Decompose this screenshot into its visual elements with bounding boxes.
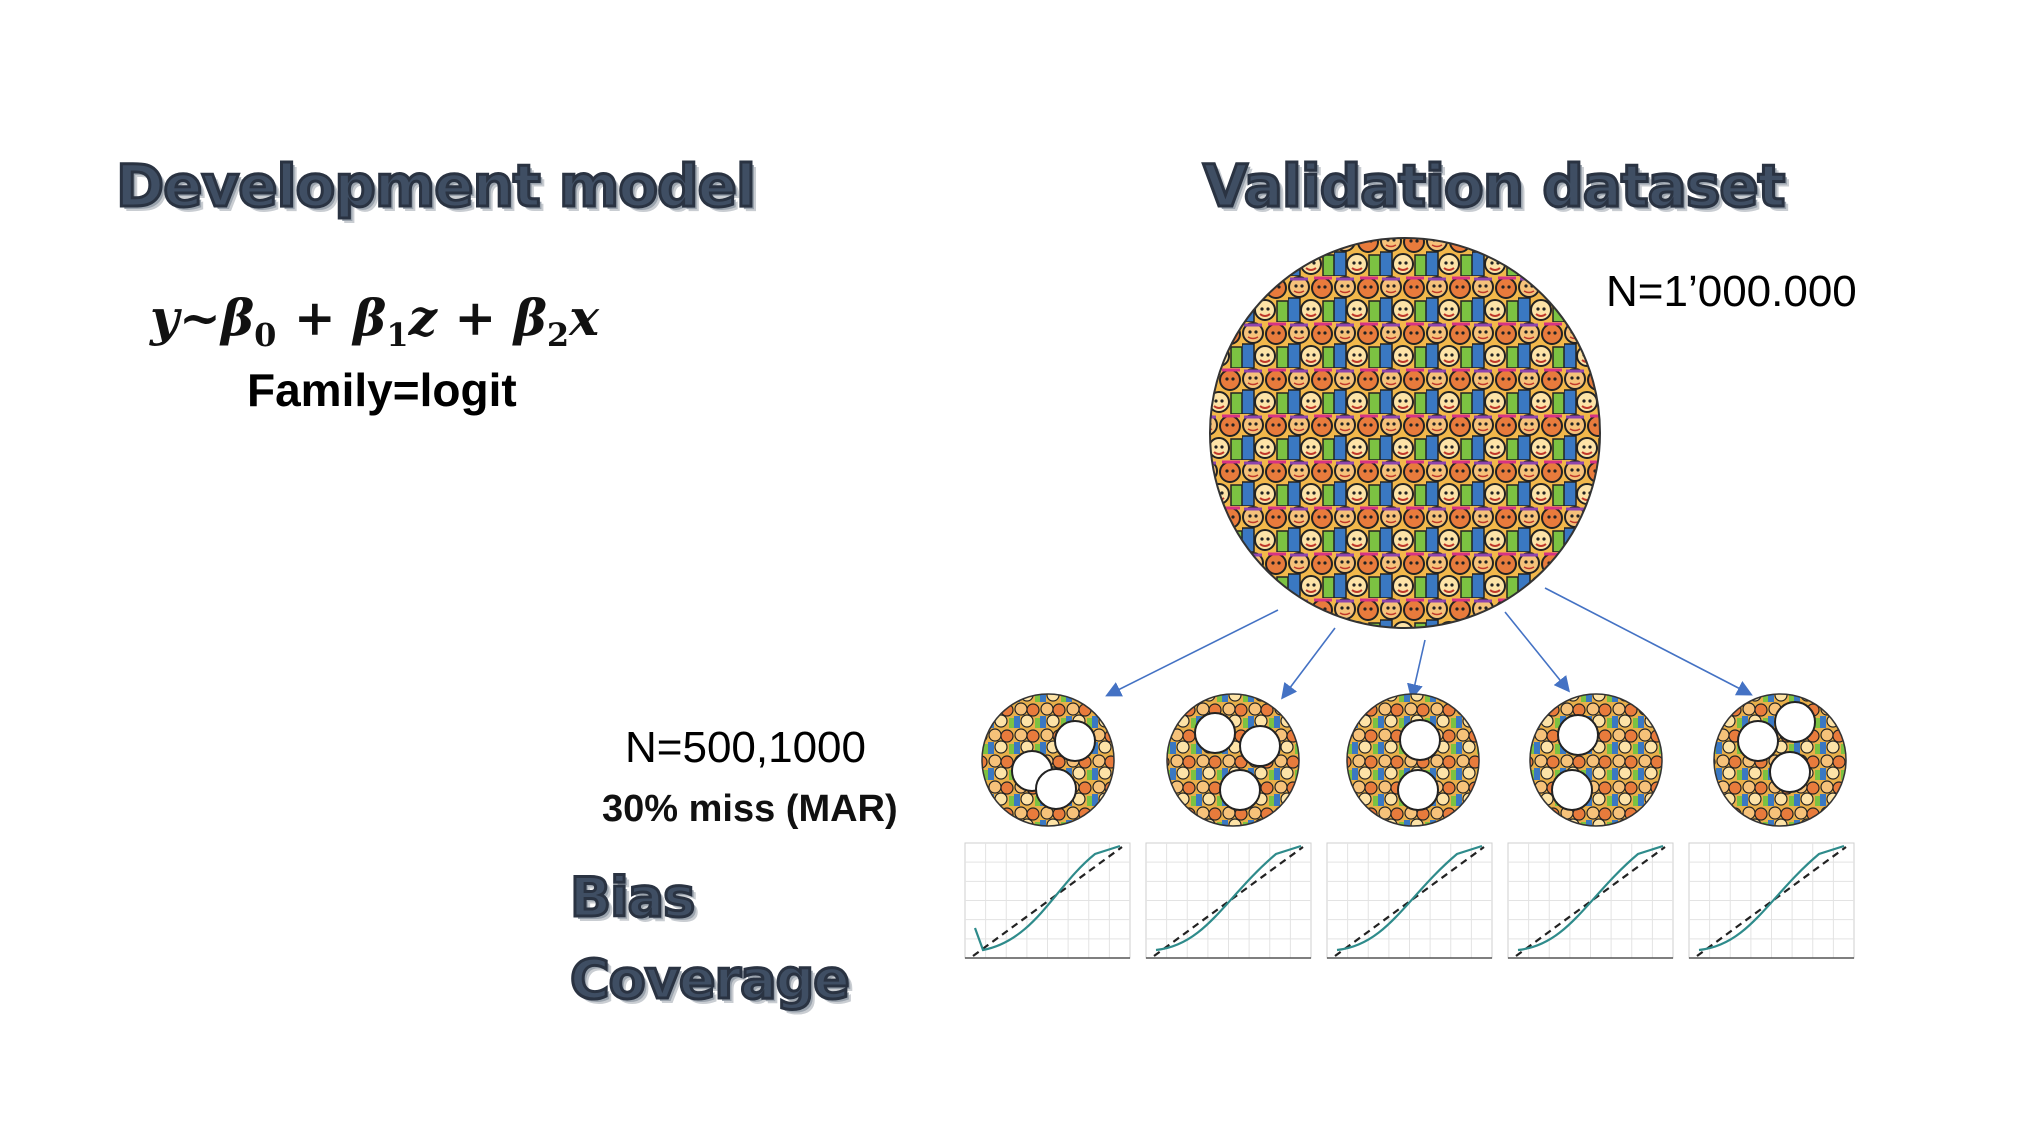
validation-dataset-title: Validation dataset: [1201, 151, 1786, 222]
coverage-label: Coverage: [569, 947, 852, 1013]
missing-data-hole: [1054, 720, 1096, 762]
population-crowd-image: [1209, 237, 1601, 629]
reference-line: [1334, 846, 1485, 957]
model-formula: y~β0 + β1z + β2x: [150, 288, 599, 354]
calibration-plots: [964, 842, 1855, 959]
missing-data-hole: [1219, 769, 1261, 811]
missing-data-hole: [1239, 725, 1281, 767]
sample-circle: [1166, 693, 1300, 827]
sample-circle: [1346, 693, 1480, 827]
reference-line: [1515, 846, 1666, 957]
calibration-plot: [964, 842, 1131, 959]
sample-circle: [981, 693, 1115, 827]
calibration-plot: [1145, 842, 1312, 959]
crowd-circle-image: [1346, 693, 1480, 827]
missing-data-hole: [1399, 719, 1441, 761]
reference-line: [1696, 846, 1847, 957]
calibration-curve: [1517, 844, 1664, 952]
missing-data-hole: [1557, 714, 1599, 756]
calibration-plot: [1326, 842, 1493, 959]
calibration-plot: [1507, 842, 1674, 959]
missing-data-hole: [1035, 768, 1077, 810]
missingness-label: 30% miss (MAR): [602, 788, 898, 830]
arrow-1: [1105, 609, 1279, 697]
missing-data-hole: [1551, 769, 1593, 811]
development-model-title: Development model: [115, 151, 758, 222]
model-family: Family=logit: [247, 364, 517, 416]
arrow-4: [1504, 611, 1571, 693]
missing-data-hole: [1774, 701, 1816, 743]
crowd-circle-image: [1529, 693, 1663, 827]
calibration-curve: [1336, 844, 1483, 952]
sample-size-label: N=500,1000: [625, 723, 866, 772]
sample-circle: [1713, 693, 1847, 827]
calibration-curve: [1698, 844, 1845, 952]
sampling-arrows: [1105, 587, 1753, 701]
bias-label: Bias: [568, 865, 696, 931]
reference-line: [1153, 846, 1304, 957]
calibration-plot: [1688, 842, 1855, 959]
sample-circles: [981, 693, 1847, 827]
missing-data-hole: [1737, 720, 1779, 762]
arrow-5: [1544, 587, 1753, 696]
arrow-3: [1407, 639, 1426, 701]
missing-data-hole: [1194, 712, 1236, 754]
population-size-label: N=1’000.000: [1606, 267, 1857, 316]
missing-data-hole: [1397, 769, 1439, 811]
calibration-curve: [1155, 844, 1302, 952]
arrow-2: [1281, 627, 1336, 700]
calibration-curve: [973, 844, 1121, 952]
missing-data-hole: [1769, 751, 1811, 793]
sample-circle: [1529, 693, 1663, 827]
reference-line: [972, 846, 1123, 957]
